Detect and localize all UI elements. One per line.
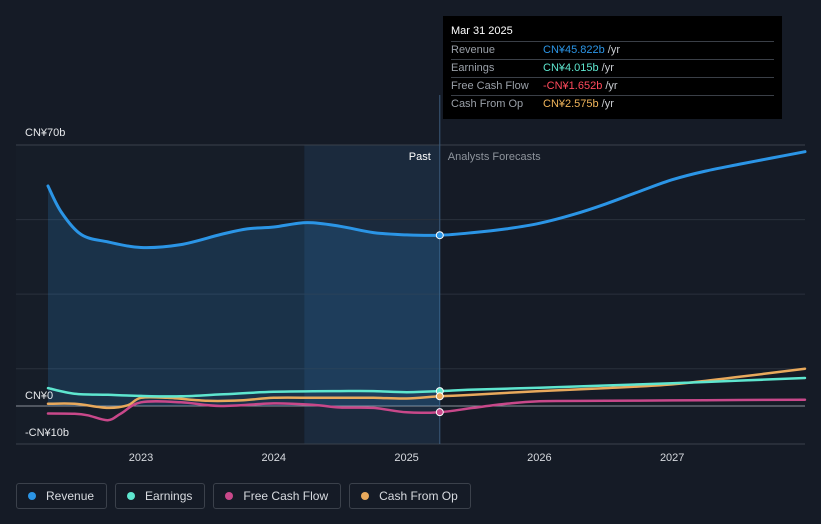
revenue-dot-icon	[28, 492, 36, 500]
tooltip-row-revenue: Revenue CN¥45.822b /yr	[451, 41, 774, 59]
x-tick-label: 2023	[129, 452, 153, 464]
tooltip-unit: /yr	[601, 98, 614, 110]
legend-item-cash-from-op[interactable]: Cash From Op	[349, 483, 471, 509]
legend-label: Revenue	[46, 489, 95, 503]
legend-label: Cash From Op	[379, 489, 458, 503]
free-cash-flow-dot-icon	[225, 492, 234, 500]
marker-revenue	[435, 231, 444, 240]
x-tick-label: 2025	[394, 452, 418, 464]
tooltip-value: CN¥2.575b	[543, 98, 599, 110]
tooltip-label: Cash From Op	[451, 98, 524, 110]
y-tick-label: CN¥0	[25, 390, 53, 402]
marker-cash-from-op	[435, 392, 444, 401]
data-tooltip: Mar 31 2025 Revenue CN¥45.822b /yr Earni…	[443, 16, 782, 119]
past-label: Past	[409, 151, 431, 163]
tooltip-unit: /yr	[605, 80, 618, 92]
tooltip-value: CN¥4.015b	[543, 62, 599, 74]
y-tick-label: -CN¥10b	[25, 427, 69, 439]
tooltip-label: Earnings	[451, 62, 495, 74]
tooltip-row-cash-from-op: Cash From Op CN¥2.575b /yr	[451, 95, 774, 113]
legend-item-free-cash-flow[interactable]: Free Cash Flow	[213, 483, 342, 509]
series-line-earnings	[46, 376, 807, 398]
series-line-cash-from-op	[46, 367, 807, 410]
series-line-revenue	[46, 150, 807, 250]
legend-label: Free Cash Flow	[243, 489, 329, 503]
tooltip-unit: /yr	[607, 44, 621, 56]
earnings-dot-icon	[127, 492, 136, 500]
series-line-free-cash-flow	[46, 398, 807, 422]
legend-item-earnings[interactable]: Earnings	[115, 483, 206, 509]
tooltip-value: -CN¥1.652b	[543, 80, 603, 92]
tooltip-row-free-cash-flow: Free Cash Flow -CN¥1.652b /yr	[451, 77, 774, 95]
tooltip-date: Mar 31 2025	[451, 25, 513, 37]
x-tick-label: 2024	[262, 452, 286, 464]
marker-free-cash-flow	[435, 408, 444, 417]
tooltip-row-earnings: Earnings CN¥4.015b /yr	[451, 59, 774, 77]
tooltip-value: CN¥45.822b	[543, 44, 605, 56]
revenue-area	[48, 186, 440, 406]
chart-legend: Revenue Earnings Free Cash Flow Cash Fro…	[16, 483, 471, 509]
tooltip-label: Free Cash Flow	[451, 80, 529, 92]
y-tick-label: CN¥70b	[25, 127, 65, 139]
x-tick-label: 2027	[660, 452, 684, 464]
forecast-label: Analysts Forecasts	[448, 151, 541, 163]
x-tick-label: 2026	[527, 452, 551, 464]
legend-label: Earnings	[145, 489, 193, 503]
tooltip-unit: /yr	[601, 62, 614, 74]
tooltip-label: Revenue	[451, 44, 496, 56]
cash-from-op-dot-icon	[361, 492, 370, 500]
legend-item-revenue[interactable]: Revenue	[16, 483, 108, 509]
